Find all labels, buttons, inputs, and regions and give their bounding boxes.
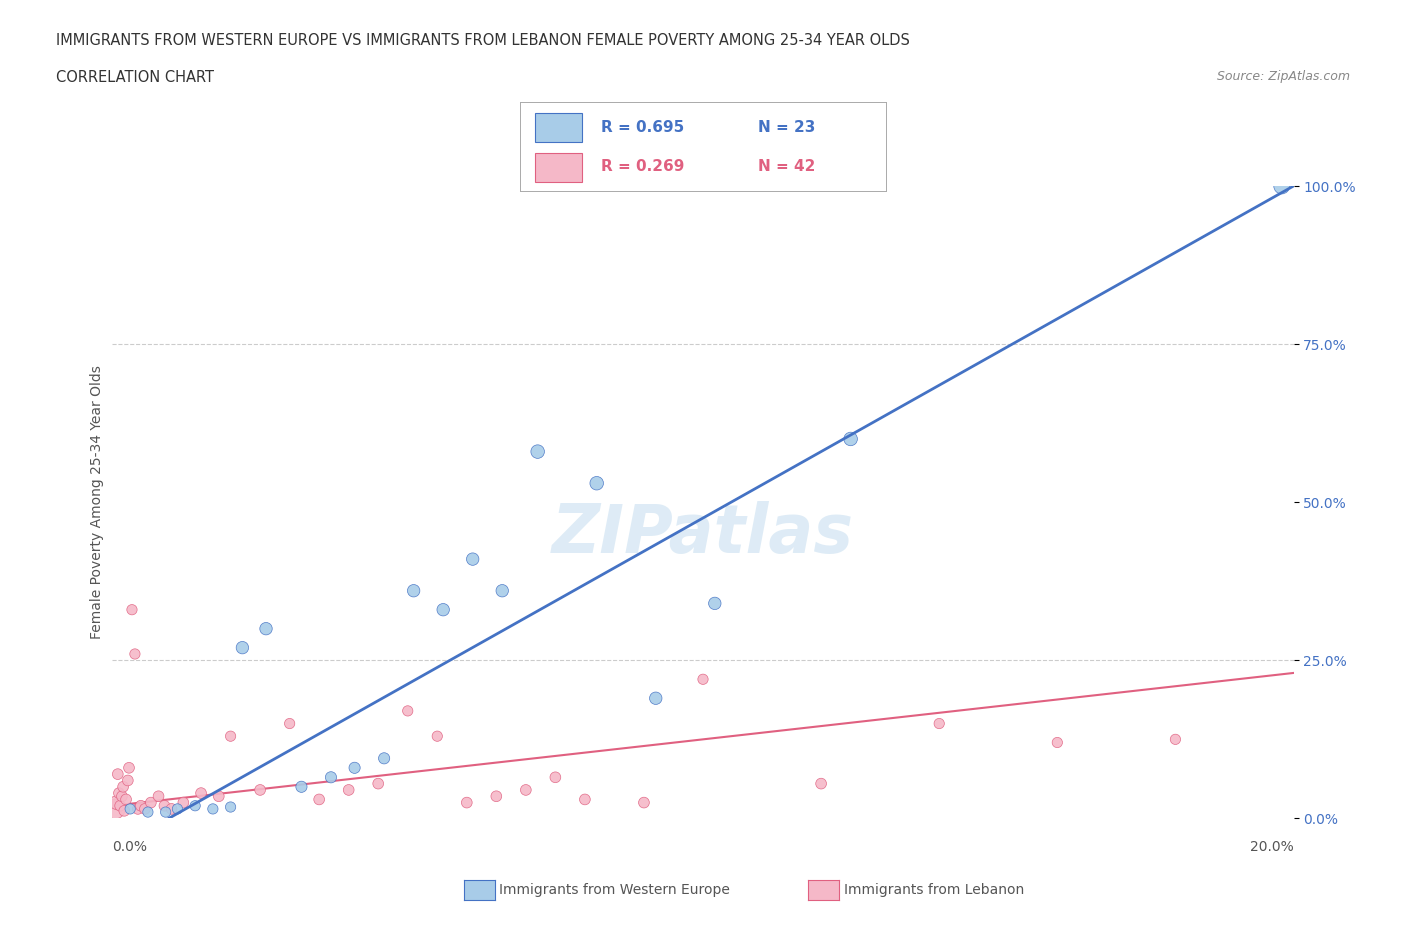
Text: 20.0%: 20.0% [1250,840,1294,854]
Point [112,779,135,794]
Point [456,795,478,810]
Point [485,789,508,804]
Point [121,603,143,618]
Point [1164,732,1187,747]
Point [111,789,134,804]
Point [396,703,419,718]
Point [166,802,188,817]
Point [115,792,138,807]
Point [155,804,177,819]
Point [134,802,156,817]
Point [461,551,484,566]
Point [139,795,162,810]
Point [104,802,127,817]
Point [201,802,224,817]
Bar [534,153,582,182]
Point [308,792,330,807]
Point [136,804,159,819]
Point [219,800,242,815]
Point [526,445,548,459]
Point [928,716,950,731]
Point [703,596,725,611]
Text: R = 0.269: R = 0.269 [600,159,683,174]
Point [108,786,131,801]
Point [402,583,425,598]
Point [160,802,183,817]
Point [184,798,207,813]
Point [839,432,862,446]
Point [278,716,301,731]
Text: IMMIGRANTS FROM WESTERN EUROPE VS IMMIGRANTS FROM LEBANON FEMALE POVERTY AMONG 2: IMMIGRANTS FROM WESTERN EUROPE VS IMMIGR… [56,33,910,47]
Point [1271,179,1294,193]
Point [120,802,142,817]
Point [129,798,152,813]
Point [810,777,832,791]
Point [515,782,537,797]
Text: N = 42: N = 42 [758,159,815,174]
Point [208,789,231,804]
Point [290,779,312,794]
Point [544,770,567,785]
Point [692,671,714,686]
Point [585,476,607,491]
Point [124,646,146,661]
Point [127,802,149,817]
Point [367,777,389,791]
Point [117,773,139,788]
Point [337,782,360,797]
Point [172,795,194,810]
Point [633,795,655,810]
Text: Source: ZipAtlas.com: Source: ZipAtlas.com [1216,70,1350,83]
Point [574,792,596,807]
Point [105,795,128,810]
Point [343,761,366,776]
Text: N = 23: N = 23 [758,120,815,135]
Point [249,782,271,797]
Text: CORRELATION CHART: CORRELATION CHART [56,70,214,85]
Point [108,798,131,813]
Bar [534,113,582,142]
Text: Immigrants from Lebanon: Immigrants from Lebanon [844,883,1024,897]
Point [118,761,141,776]
Point [190,786,212,801]
Point [254,621,277,636]
Point [231,640,253,655]
Point [319,770,342,785]
Point [644,691,666,706]
Text: 0.0%: 0.0% [112,840,148,854]
Point [426,729,449,744]
Point [432,603,454,618]
Point [107,766,129,781]
Point [153,798,176,813]
Point [373,751,395,765]
Y-axis label: Female Poverty Among 25-34 Year Olds: Female Poverty Among 25-34 Year Olds [90,365,104,639]
Text: Immigrants from Western Europe: Immigrants from Western Europe [499,883,730,897]
Text: R = 0.695: R = 0.695 [600,120,683,135]
Point [1046,735,1069,750]
Point [491,583,513,598]
Point [148,789,170,804]
Text: ZIPatlas: ZIPatlas [553,501,853,566]
Point [219,729,242,744]
Point [112,804,135,818]
